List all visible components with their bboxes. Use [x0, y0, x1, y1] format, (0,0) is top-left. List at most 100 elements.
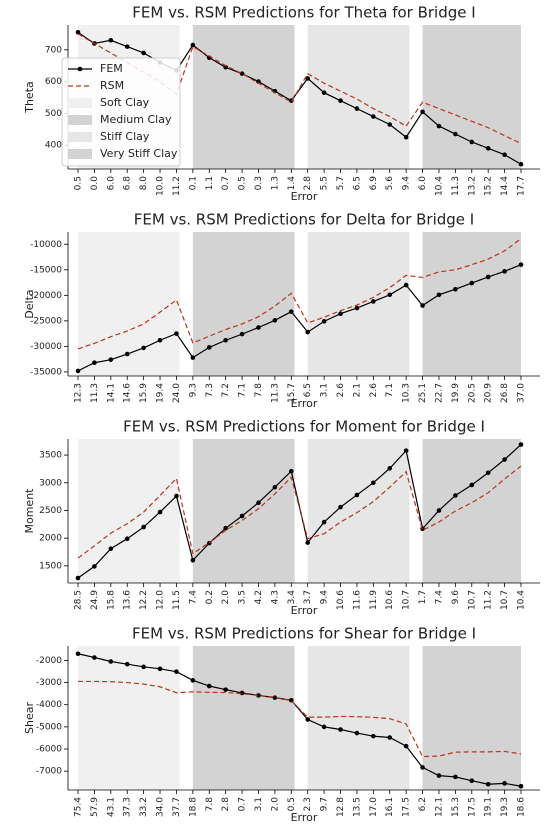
- point: [92, 360, 97, 366]
- x-tick-label: 7.8: [254, 383, 264, 398]
- point: [190, 42, 196, 48]
- point: [141, 50, 146, 56]
- x-tick-label: 11.2: [172, 176, 182, 196]
- y-tick-label: -25000: [30, 316, 62, 326]
- x-tick-label: 2.8: [303, 176, 313, 191]
- x-tick-label: 0.2: [205, 590, 215, 604]
- x-tick-label: 75.4: [74, 797, 84, 817]
- x-tick-label: 19.1: [484, 797, 494, 817]
- x-tick-label: 16.1: [385, 797, 395, 817]
- point: [453, 286, 458, 292]
- x-tick-label: 5.6: [385, 176, 395, 191]
- y-axis-label: Theta: [23, 81, 36, 114]
- point: [141, 664, 146, 670]
- y-tick-label: 2000: [39, 534, 62, 544]
- legend-label: FEM: [100, 62, 123, 75]
- series-line: [78, 680, 522, 758]
- x-tick-label: 5.5: [320, 176, 330, 190]
- x-tick-label: 0.5: [238, 176, 248, 190]
- x-tick-label: 3.1: [254, 797, 264, 811]
- y-tick-label: 3000: [39, 478, 62, 488]
- soil-band: [192, 232, 295, 376]
- point: [453, 131, 458, 137]
- point: [223, 525, 228, 531]
- series-line: [77, 653, 522, 787]
- x-tick-label: 11.9: [369, 590, 379, 610]
- x-tick-label: 4.2: [254, 590, 264, 604]
- x-tick-label: 5.7: [336, 176, 346, 190]
- point: [288, 468, 294, 474]
- x-tick-label: 12.0: [156, 590, 166, 610]
- x-tick-label: 0.0: [90, 176, 100, 191]
- x-tick-label: 14.6: [123, 383, 133, 403]
- y-tick-label: 500: [45, 109, 62, 119]
- x-tick-label: 17.5: [467, 797, 477, 817]
- x-tick-label: 14.4: [500, 176, 510, 196]
- x-tick-label: 11.6: [352, 590, 362, 610]
- chart-title: FEM vs. RSM Predictions for Shear for Br…: [132, 625, 476, 643]
- point: [239, 331, 245, 337]
- legend: FEM RSM Soft Clay Medium Clay Stiff Clay Very…: [61, 57, 181, 167]
- soil-band: [78, 439, 180, 583]
- point: [338, 98, 343, 103]
- point: [75, 368, 81, 374]
- point: [124, 661, 130, 667]
- point: [174, 331, 179, 336]
- soil-band: [192, 25, 295, 169]
- point: [321, 90, 327, 96]
- x-tick-label: 28.5: [74, 590, 84, 610]
- point: [502, 457, 507, 462]
- chart-panel: 1500 2000 2500 3000 3500 28.5 24.9 15.8 13.6 12.2…: [23, 418, 540, 617]
- point: [436, 508, 442, 513]
- point: [518, 783, 524, 789]
- x-tick-label: 7.3: [205, 383, 215, 397]
- x-tick-label: 24.9: [90, 590, 100, 610]
- x-tick-label: 6.5: [352, 176, 362, 190]
- soil-band: [422, 646, 521, 790]
- x-tick-label: 2.0: [221, 590, 231, 605]
- point: [141, 345, 146, 351]
- x-tick-label: 20.9: [484, 383, 494, 403]
- soil-band: [307, 646, 410, 790]
- x-tick-label: 12.8: [336, 797, 346, 817]
- point: [502, 152, 507, 157]
- x-tick-label: 3.4: [287, 590, 297, 605]
- x-tick-label: 1.7: [418, 590, 428, 604]
- point: [403, 134, 409, 140]
- point: [92, 564, 97, 569]
- x-tick-label: 37.3: [123, 797, 133, 817]
- x-tick-label: 0.1: [188, 176, 198, 190]
- x-tick-label: 12.2: [139, 590, 149, 610]
- point: [469, 778, 475, 783]
- x-tick-label: 1.1: [205, 176, 215, 190]
- y-tick-label: 2500: [39, 506, 62, 516]
- y-tick-label: -15000: [30, 265, 62, 275]
- series-line: [77, 264, 522, 372]
- x-tick-label: 26.8: [500, 383, 510, 403]
- x-tick-label: 7.4: [434, 590, 444, 605]
- x-tick-label: 57.9: [90, 797, 100, 817]
- point: [321, 519, 327, 525]
- x-tick-label: 11.2: [484, 590, 494, 610]
- x-tick-label: 10.6: [336, 590, 346, 610]
- x-tick-label: 0.5: [74, 176, 84, 190]
- y-tick-label: 700: [45, 45, 62, 55]
- point: [108, 357, 114, 362]
- point: [502, 269, 507, 274]
- x-tick-label: 0.7: [221, 176, 231, 190]
- x-tick-label: 6.5: [303, 383, 313, 397]
- x-tick-label: 10.7: [402, 590, 412, 610]
- point: [420, 765, 425, 770]
- point: [469, 482, 475, 488]
- x-tick-label: 10.4: [517, 590, 527, 610]
- soil-band: [422, 25, 521, 169]
- x-tick-label: 10.7: [500, 590, 510, 610]
- legend-patch: [68, 98, 92, 108]
- x-tick-label: 18.8: [188, 797, 198, 817]
- y-tick-label: -7000: [36, 767, 62, 777]
- x-tick-label: 8.0: [139, 176, 149, 191]
- x-tick-label: 6.8: [123, 176, 133, 191]
- x-tick-label: 15.3: [451, 797, 461, 817]
- x-tick-label: 15.2: [484, 176, 494, 196]
- point: [206, 345, 212, 350]
